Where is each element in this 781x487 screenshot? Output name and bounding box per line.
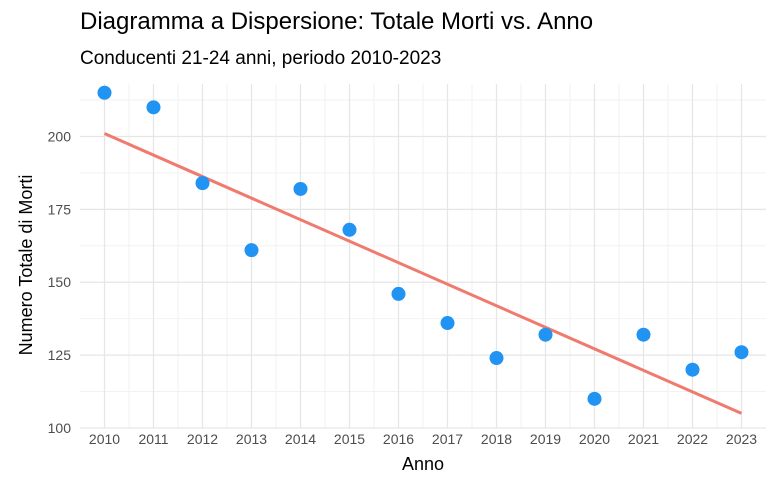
major-gridlines: [80, 84, 766, 429]
data-point: [391, 286, 406, 301]
x-tick-label: 2010: [89, 431, 120, 447]
x-tick-label: 2021: [628, 431, 659, 447]
data-point: [244, 243, 259, 258]
data-point: [293, 181, 308, 196]
trend-line: [103, 132, 743, 415]
x-tick-label: 2016: [383, 431, 414, 447]
x-tick-label: 2011: [138, 431, 168, 447]
trend-line-group: [103, 132, 743, 415]
data-point: [146, 100, 161, 115]
x-tick-label: 2019: [530, 431, 561, 447]
x-tick-label: 2012: [187, 431, 218, 447]
y-tick-label: 200: [48, 128, 72, 144]
y-axis-ticks: 100 125 150 175 200: [48, 128, 72, 436]
chart-subtitle: Conducenti 21-24 anni, periodo 2010-2023: [80, 48, 442, 69]
x-tick-label: 2013: [236, 431, 267, 447]
data-points: [97, 85, 749, 406]
x-axis-ticks: 2010 2011 2012 2013 2014 2015 2016 2017 2018 2019…: [89, 431, 757, 447]
data-point: [587, 391, 602, 406]
x-tick-label: 2023: [726, 431, 757, 447]
y-tick-label: 125: [48, 347, 72, 363]
x-axis-title: Anno: [402, 454, 444, 474]
x-tick-label: 2022: [677, 431, 708, 447]
data-point: [685, 362, 700, 377]
y-tick-label: 100: [48, 420, 72, 436]
y-tick-label: 175: [48, 201, 72, 217]
data-point: [538, 327, 553, 342]
x-tick-label: 2017: [432, 431, 463, 447]
data-point: [636, 327, 651, 342]
y-axis-title: Numero Totale di Morti: [16, 175, 36, 356]
chart-title: Diagramma a Dispersione: Totale Morti vs…: [80, 8, 594, 35]
x-tick-label: 2014: [285, 431, 316, 447]
x-tick-label: 2018: [481, 431, 512, 447]
y-tick-label: 150: [48, 274, 72, 290]
data-point: [97, 85, 112, 100]
data-point: [195, 176, 210, 191]
x-tick-label: 2020: [579, 431, 610, 447]
x-tick-label: 2015: [334, 431, 365, 447]
minor-gridlines: [80, 84, 766, 428]
data-point: [489, 351, 504, 366]
data-point: [440, 316, 455, 331]
data-point: [342, 222, 357, 237]
data-point: [734, 345, 749, 360]
